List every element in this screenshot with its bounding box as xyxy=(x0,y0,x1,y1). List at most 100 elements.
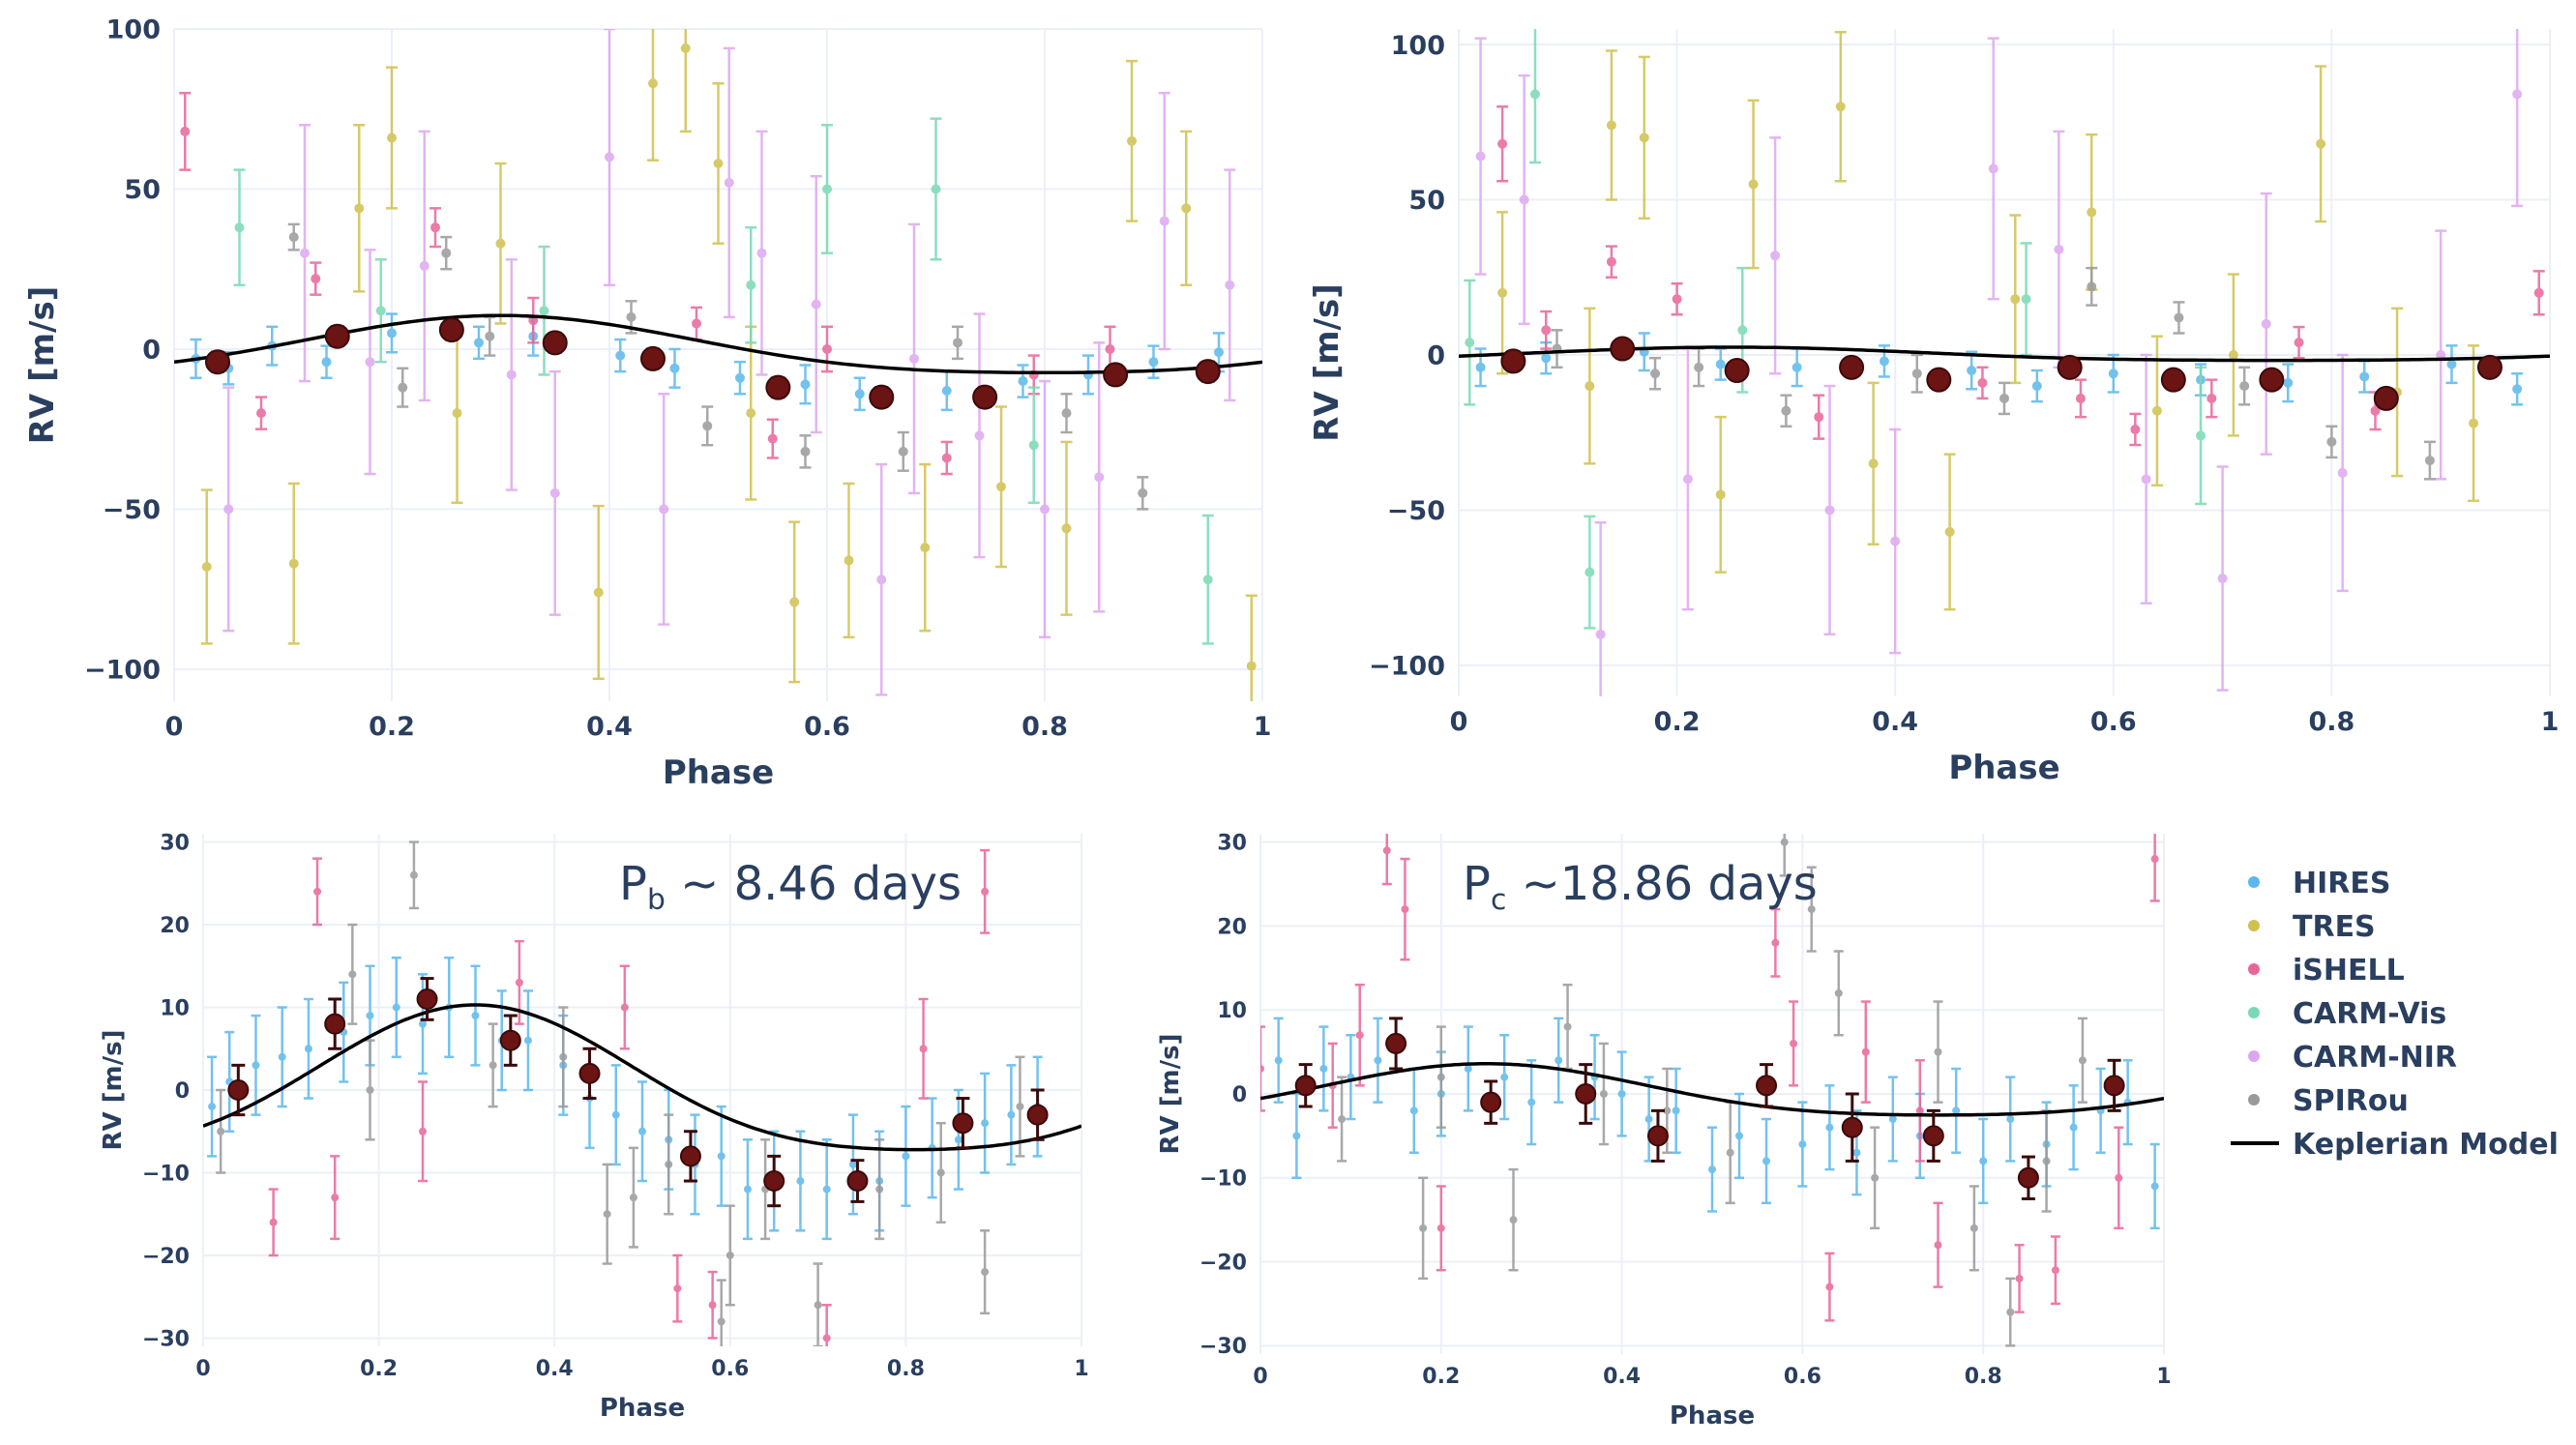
data-point xyxy=(615,350,626,361)
legend-marker-swatch xyxy=(2248,1007,2260,1018)
legend-item-tres[interactable]: TRES xyxy=(2248,910,2376,944)
data-point xyxy=(638,1127,646,1135)
data-point xyxy=(1735,1132,1744,1140)
plot-area xyxy=(1459,29,2550,696)
data-point xyxy=(1715,489,1726,500)
data-point xyxy=(1214,347,1224,358)
legend-item-hires[interactable]: HIRES xyxy=(2248,867,2390,900)
data-point xyxy=(288,232,299,243)
data-point xyxy=(1979,1157,1988,1165)
legend-label: CARM-Vis xyxy=(2293,997,2446,1031)
legend-item-ishell[interactable]: iSHELL xyxy=(2248,954,2405,988)
annotation-main: P xyxy=(619,857,647,911)
x-tick-label: 0 xyxy=(195,1357,210,1381)
data-point xyxy=(1105,343,1115,354)
data-point xyxy=(822,1185,831,1194)
data-point xyxy=(1061,408,1072,419)
data-point xyxy=(1915,1106,1924,1115)
binned-point xyxy=(2160,367,2186,393)
data-point xyxy=(593,587,604,598)
data-point xyxy=(1040,504,1050,515)
y-tick-label: 100 xyxy=(106,15,161,45)
legend-item-spirou[interactable]: SPIRou xyxy=(2248,1084,2409,1118)
data-point xyxy=(1202,575,1213,585)
data-point xyxy=(354,203,365,214)
data-point xyxy=(1868,458,1879,469)
data-point xyxy=(626,311,637,322)
data-point xyxy=(1861,1047,1870,1056)
y-tick-label: 30 xyxy=(1217,832,1247,856)
x-tick-label: 0.6 xyxy=(804,712,850,742)
legend-item-keplerian-model[interactable]: Keplerian Model xyxy=(2231,1128,2559,1162)
data-point xyxy=(2151,405,2162,416)
data-point xyxy=(2217,574,2228,584)
data-point xyxy=(2436,349,2446,360)
data-point xyxy=(313,887,322,896)
data-point xyxy=(208,1103,217,1111)
data-point xyxy=(269,1218,278,1226)
x-axis-label: Phase xyxy=(663,753,774,792)
data-point xyxy=(1497,287,1508,298)
data-point xyxy=(2087,281,2097,292)
x-tick-label: 1 xyxy=(2541,707,2560,737)
data-point xyxy=(936,1168,945,1177)
data-point xyxy=(1644,1115,1653,1124)
data-point xyxy=(1419,1224,1428,1232)
data-point xyxy=(1274,1056,1283,1065)
data-point xyxy=(1617,1090,1626,1098)
y-tick-label: 50 xyxy=(1408,186,1445,216)
data-point xyxy=(549,487,560,498)
data-point xyxy=(702,421,713,431)
data-point xyxy=(387,133,397,143)
data-point xyxy=(2316,138,2326,149)
data-point xyxy=(539,306,549,316)
data-point xyxy=(2469,418,2479,428)
x-axis-label: Phase xyxy=(1948,749,2059,787)
chart-bottom-left: 0 0.2 0.4 0.6 0.8 1 −30 −20 −10 0 10 20 30 Phase RV [m… xyxy=(99,831,1089,1423)
x-tick-label: 0.2 xyxy=(1654,707,1701,737)
period-annotation: Pc ~18.86 days xyxy=(1463,857,1818,917)
legend-label: iSHELL xyxy=(2293,954,2405,988)
y-axis-label: RV [m/s] xyxy=(1156,1033,1185,1154)
y-tick-label: 0 xyxy=(175,1079,190,1104)
data-point xyxy=(1500,1073,1509,1081)
binned-point xyxy=(1195,359,1221,385)
series-HIRES xyxy=(1273,1017,2160,1230)
binned-point xyxy=(578,1062,601,1084)
data-point xyxy=(902,1152,910,1161)
y-tick-label: −50 xyxy=(103,495,161,525)
annotation-sub: c xyxy=(1491,883,1506,917)
y-tick-label: 0 xyxy=(142,336,161,366)
legend-item-carm-vis[interactable]: CARM-Vis xyxy=(2248,997,2446,1031)
data-point xyxy=(288,558,299,569)
data-point xyxy=(348,970,357,979)
data-point xyxy=(996,482,1006,492)
data-point xyxy=(673,1284,682,1293)
data-point xyxy=(1599,1090,1608,1098)
legend-item-carm-nir[interactable]: CARM-NIR xyxy=(2248,1041,2457,1075)
y-tick-label: 100 xyxy=(1391,31,1445,61)
x-tick-label: 1 xyxy=(1254,712,1272,742)
data-point xyxy=(2239,381,2250,392)
data-point xyxy=(419,1019,427,1028)
data-point xyxy=(278,1052,286,1061)
binned-point xyxy=(1575,1083,1597,1105)
data-point xyxy=(1509,1216,1518,1224)
data-point xyxy=(1475,151,1486,162)
data-point xyxy=(822,1334,831,1342)
data-point xyxy=(375,306,386,316)
data-point xyxy=(1138,487,1148,498)
data-point xyxy=(2261,318,2271,329)
binned-point xyxy=(1756,1075,1778,1097)
data-point xyxy=(811,299,821,310)
series-SPIRou xyxy=(1551,266,2436,481)
legend-marker-swatch xyxy=(2248,963,2260,975)
y-tick-label: −30 xyxy=(142,1327,190,1351)
data-point xyxy=(419,260,429,271)
data-point xyxy=(2196,430,2206,441)
data-point xyxy=(743,1185,752,1194)
data-point xyxy=(1977,377,1988,388)
data-point xyxy=(1028,440,1039,451)
legend-label: Keplerian Model xyxy=(2293,1128,2559,1162)
data-point xyxy=(2015,1274,2024,1283)
